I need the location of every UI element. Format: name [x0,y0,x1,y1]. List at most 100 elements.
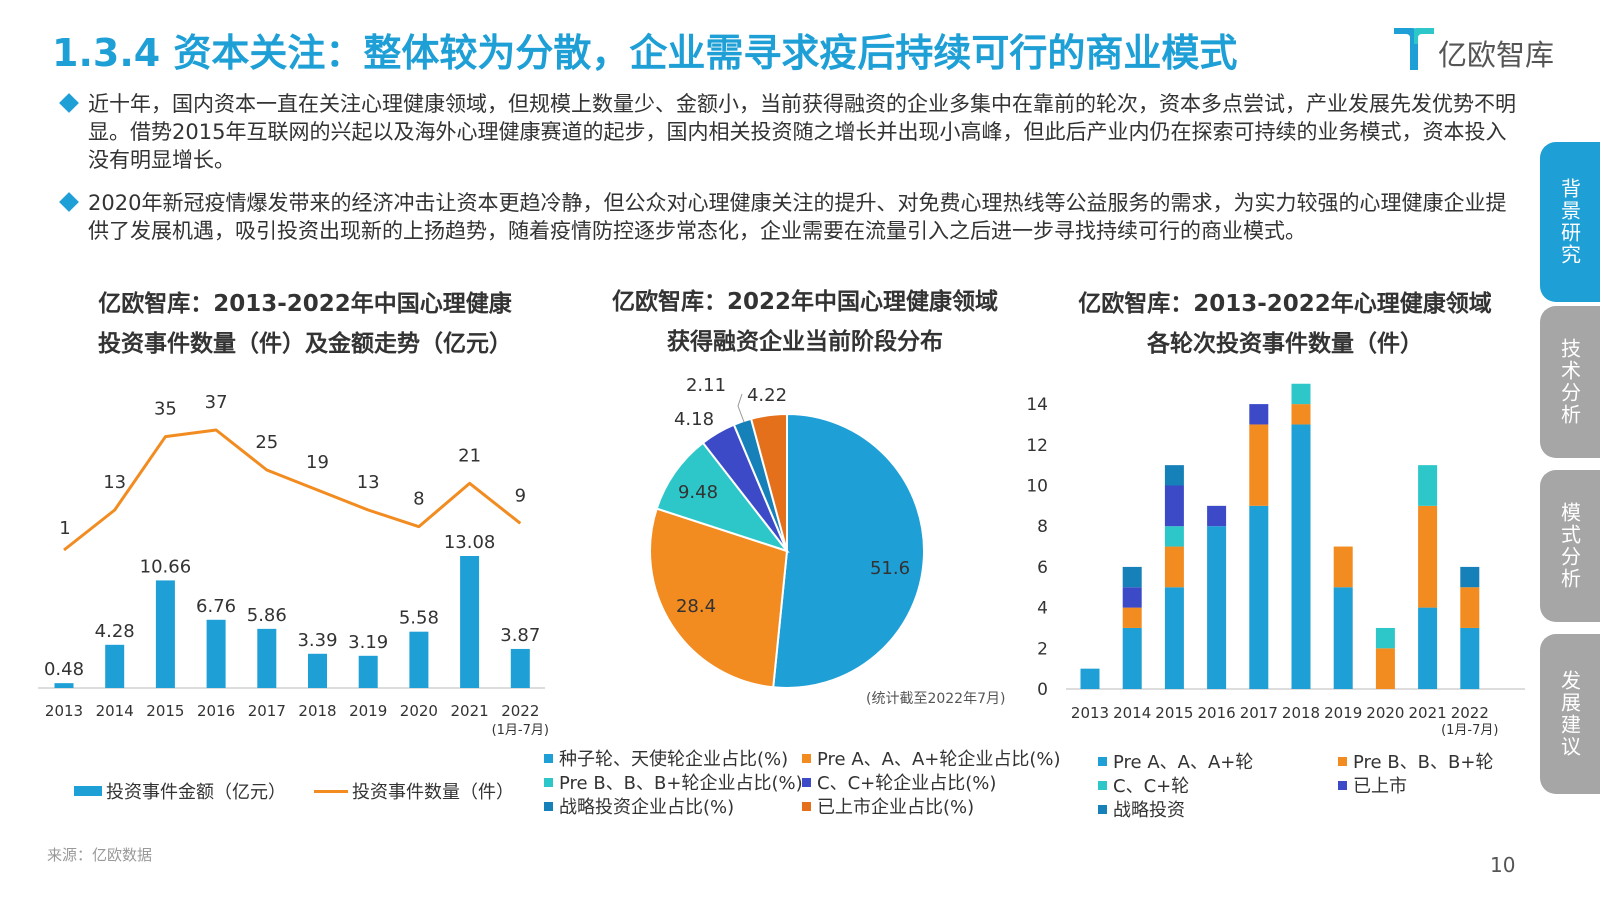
legend-line-swatch [314,789,348,793]
stacked-bar-segment [1164,526,1184,547]
y-tick-label: 4 [1037,599,1048,619]
stacked-bar-segment [1164,587,1184,689]
pie-slice [655,441,790,553]
source-note: 来源：亿欧数据 [47,846,153,864]
line-value-label: 13 [103,472,126,493]
stacked-bar-segment [1122,627,1142,689]
chart3-title: 亿欧智库：2013-2022年心理健康领域 各轮次投资事件数量（件） [1030,284,1540,364]
x-tick-label: 2015 [1155,704,1193,722]
stacked-bar-segment [1460,566,1480,588]
chart1-title: 亿欧智库：2013-2022年中国心理健康 投资事件数量（件）及金额走势（亿元） [40,284,570,364]
line-count [63,428,522,552]
pie-slice-label: 4.18 [674,409,714,430]
legend-label: Pre B、B、B+轮 [1353,752,1494,773]
bar-value-label: 6.76 [196,596,236,617]
stacked-bar-segment [1164,546,1184,588]
bar-value-label: 4.28 [95,621,135,642]
stacked-bar-segment [1418,465,1438,506]
chart3-legend: Pre A、A、A+轮 Pre B、B、B+轮 C、C+轮 已上市 战略投资 [1098,748,1528,828]
legend-label: C、C+轮企业占比(%) [817,773,997,794]
stacked-bar-segment [1333,587,1353,689]
x-tick-label: 2018 [1282,704,1320,722]
logo-mark-icon [1394,28,1434,70]
bar-value-label: 3.39 [297,630,337,651]
x-tick-label: 2019 [1324,704,1362,722]
line-value-label: 9 [515,485,526,506]
chart2-legend: 种子轮、天使轮企业占比(%) Pre A、A、A+轮企业占比(%) Pre B、… [544,745,1064,825]
bar-amount [257,628,277,688]
legend-label: Pre A、A、A+轮企业占比(%) [817,749,1061,770]
legend-swatch [1338,756,1347,766]
x-tick-label: 2014 [96,702,134,720]
side-tab-suggest[interactable]: 发展建议 [1540,634,1600,794]
legend-label: 投资事件金额（亿元） [106,782,286,803]
line-value-label: 8 [413,489,424,510]
side-tab-tech[interactable]: 技术分析 [1540,306,1600,458]
stacked-bar-segment [1122,607,1142,628]
chart2-title-line1: 亿欧智库：2022年中国心理健康领域 [611,289,998,315]
bar-amount [308,653,327,688]
y-tick-label: 10 [1026,477,1048,497]
line-value-label: 21 [458,445,481,466]
y-tick-label: 2 [1037,639,1048,659]
legend-label: Pre B、B、B+轮企业占比(%) [559,773,803,794]
x-tick-note: (1月-7月) [492,723,549,738]
legend-item: Pre A、A、A+轮企业占比(%) [802,745,1061,771]
chart2-title: 亿欧智库：2022年中国心理健康领域 获得融资企业当前阶段分布 [560,282,1050,362]
line-value-label: 13 [357,472,380,493]
pie-slice-label: 28.4 [676,596,716,617]
chart3-title-line1: 亿欧智库：2013-2022年心理健康领域 [1078,291,1492,317]
x-tick-label: 2017 [1240,704,1278,722]
bar-amount [105,644,125,688]
bar-amount [358,655,378,688]
y-tick-label: 8 [1037,517,1048,537]
stacked-bar-segment [1291,404,1311,425]
page-title: 1.3.4 资本关注：整体较为分散，企业需寻求疫后持续可行的商业模式 [52,31,1238,75]
x-tick-label: 2022 [501,702,539,720]
x-tick-label: 2018 [298,702,336,720]
y-tick-label: 12 [1026,436,1048,456]
legend-swatch [1098,780,1107,790]
x-tick-label: 2021 [1409,704,1447,722]
stacked-bar-segment [1375,627,1395,649]
stacked-bar-segment [1164,485,1184,527]
y-tick-label: 14 [1026,395,1048,415]
stacked-bar-segment [1460,627,1480,689]
chart2-note: (统计截至2022年7月) [866,691,1006,707]
chart3-title-line2: 各轮次投资事件数量（件） [1147,331,1423,357]
pie-slice-label: 2.11 [686,375,726,396]
legend-item: Pre B、B、B+轮企业占比(%) [544,769,803,795]
stacked-bar-segment [1249,424,1269,506]
stacked-bar-segment [1418,607,1438,689]
legend-item: Pre A、A、A+轮 [1098,748,1253,774]
legend-swatch [1098,804,1107,814]
legend-label: 已上市企业占比(%) [817,797,975,818]
bar-amount [54,683,74,688]
bar-value-label: 5.86 [247,605,287,626]
legend-item: Pre B、B、B+轮 [1338,748,1493,774]
legend-item: C、C+轮企业占比(%) [802,769,996,795]
stacked-bar-segment [1122,566,1142,588]
bar-value-label: 3.87 [500,625,540,646]
side-tab-model[interactable]: 模式分析 [1540,470,1600,622]
paragraph-1-text: 近十年，国内资本一直在关注心理健康领域，但规模上数量少、金额小，当前获得融资的企… [88,92,1516,172]
stacked-bar-segment [1418,505,1438,608]
stacked-bar-segment [1291,383,1311,405]
chart1-title-line2: 投资事件数量（件）及金额走势（亿元） [98,331,512,357]
legend-item: 战略投资企业占比(%) [544,793,734,819]
legend-swatch [1098,756,1107,766]
legend-item: C、C+轮 [1098,772,1189,798]
brand-logo: 亿欧智库 [1392,24,1572,74]
side-tab-background[interactable]: 背景研究 [1540,142,1600,302]
bar-value-label: 0.48 [44,659,84,680]
x-tick-label: 2020 [1366,704,1404,722]
x-tick-label: 2020 [400,702,438,720]
x-tick-label: 2017 [248,702,286,720]
legend-swatch [802,801,811,811]
bar-value-label: 3.19 [348,632,388,653]
stacked-bar-segment [1333,546,1353,588]
legend-swatch [802,753,811,763]
pie-slice [749,412,788,552]
x-tick-label: 2019 [349,702,387,720]
